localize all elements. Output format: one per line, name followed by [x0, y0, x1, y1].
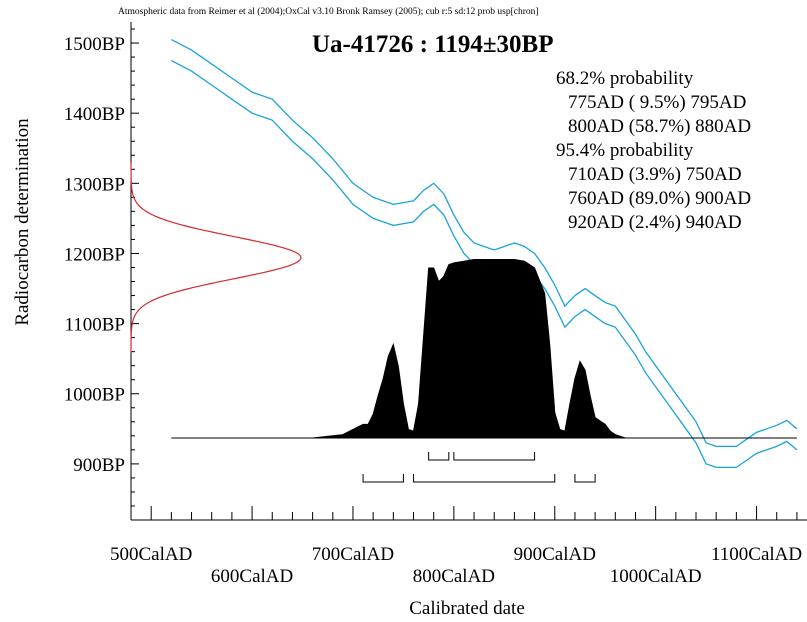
probability-info: 68.2% probability 775AD ( 9.5%) 795AD 800A… [556, 68, 751, 233]
header-credit: Atmospheric data from Reimer et al (2004… [118, 6, 539, 17]
y-tick-label: 1400BP [64, 104, 125, 125]
x-axis-label: Calibrated date [409, 598, 525, 619]
y-tick-label: 1100BP [64, 315, 125, 336]
range-68-bracket [428, 452, 450, 461]
measurement-distribution [130, 162, 302, 353]
y-tick-label: 1300BP [64, 174, 125, 195]
probability-range-text: 775AD ( 9.5%) 795AD [568, 92, 746, 113]
y-tick-label: 1200BP [64, 244, 125, 265]
y-tick-label: 1500BP [64, 34, 125, 55]
probability-heading: 68.2% probability [556, 68, 694, 89]
x-tick-label: 1100CalAD [711, 544, 802, 565]
chart-title: Ua-41726 : 1194±30BP [312, 31, 554, 58]
x-tick-label: 900CalAD [514, 544, 596, 565]
y-tick-label: 900BP [73, 455, 125, 476]
x-tick-label: 500CalAD [110, 544, 192, 565]
probability-range-text: 800AD (58.7%) 880AD [568, 116, 751, 137]
probability-range-text: 760AD (89.0%) 900AD [568, 188, 751, 209]
range-68-bracket [453, 452, 536, 461]
x-tick-label: 700CalAD [312, 544, 394, 565]
calibrated-distribution [171, 259, 797, 439]
x-tick-label: 600CalAD [211, 566, 293, 587]
calibration-curve-lower [171, 60, 798, 469]
probability-heading: 95.4% probability [556, 140, 694, 161]
probability-range-text: 710AD (3.9%) 750AD [568, 164, 742, 185]
calibration-curve-upper [171, 38, 798, 448]
y-axis-label: Radiocarbon determination [12, 118, 33, 326]
range-95-bracket [413, 474, 556, 483]
x-tick-label: 1000CalAD [610, 566, 702, 587]
y-tick-label: 1000BP [64, 385, 125, 406]
range-95-bracket [574, 474, 596, 483]
probability-range-text: 920AD (2.4%) 940AD [568, 212, 742, 233]
x-tick-label: 800CalAD [413, 566, 495, 587]
range-95-bracket [362, 474, 404, 483]
